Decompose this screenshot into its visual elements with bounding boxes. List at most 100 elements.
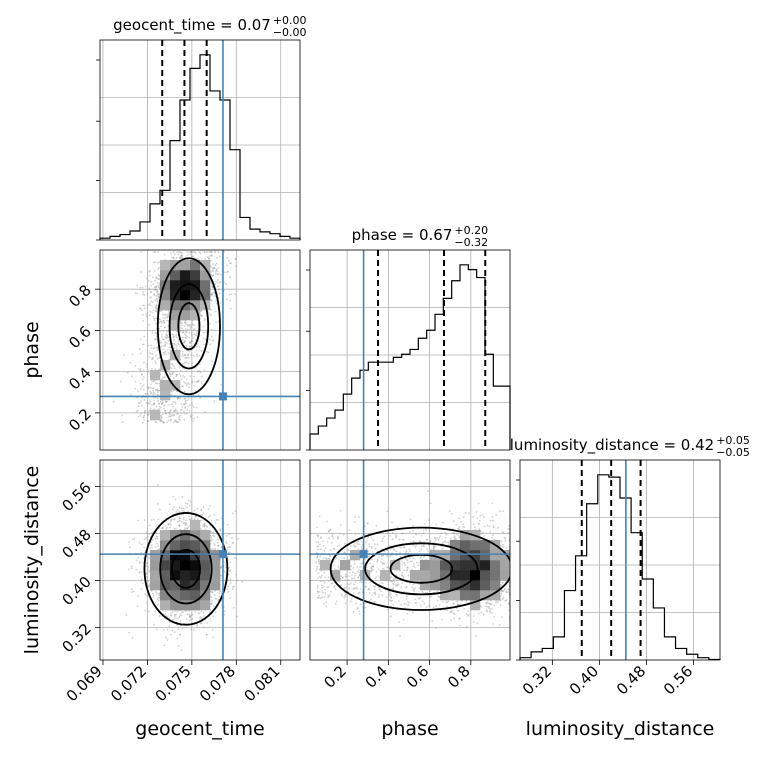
- sample-point: [212, 339, 214, 342]
- sample-point: [178, 506, 181, 509]
- sample-point: [188, 251, 191, 254]
- sample-point: [166, 334, 169, 337]
- sample-point: [200, 314, 203, 317]
- sample-point: [197, 342, 199, 345]
- sample-point: [190, 326, 192, 329]
- sample-point: [180, 257, 183, 260]
- sample-point: [165, 400, 168, 403]
- sample-point: [191, 334, 194, 337]
- sample-point: [181, 611, 183, 614]
- sample-point: [137, 405, 140, 408]
- sample-point: [231, 542, 234, 544]
- sample-point: [205, 331, 208, 334]
- sample-point: [182, 331, 185, 334]
- sample-point: [172, 336, 175, 339]
- sample-point: [165, 412, 168, 415]
- sample-point: [186, 323, 189, 326]
- sample-point: [181, 324, 184, 327]
- sample-point: [184, 407, 187, 409]
- panel-title: luminosity_distance = 0.42: [510, 436, 714, 455]
- sample-point: [160, 417, 163, 420]
- sample-point: [145, 565, 148, 567]
- sample-point: [151, 353, 154, 355]
- sample-point: [140, 578, 143, 580]
- sample-point: [151, 380, 154, 383]
- truth-point: [218, 392, 227, 401]
- sample-point: [181, 385, 183, 388]
- sample-point: [144, 609, 147, 612]
- sample-point: [182, 507, 185, 510]
- sample-point: [149, 386, 152, 389]
- sample-point: [207, 508, 210, 510]
- sample-point: [158, 294, 161, 297]
- sample-point: [155, 531, 158, 534]
- sample-point: [198, 363, 201, 366]
- sample-point: [156, 297, 158, 300]
- sample-point: [209, 251, 212, 253]
- sample-point: [145, 537, 147, 539]
- sample-point: [195, 406, 198, 409]
- sample-point: [167, 315, 170, 318]
- sample-point: [138, 560, 141, 563]
- sample-point: [191, 618, 194, 620]
- sample-point: [173, 338, 175, 341]
- sample-point: [210, 254, 213, 257]
- sample-point: [176, 509, 179, 512]
- sample-point: [224, 566, 227, 569]
- sample-point: [168, 415, 170, 418]
- sample-point: [210, 254, 213, 257]
- sample-point: [141, 343, 144, 346]
- diag-panel-geocent_time: geocent_time = 0.07 +0.00−0.00: [96, 14, 307, 241]
- sample-point: [182, 341, 185, 344]
- sample-point: [200, 375, 203, 378]
- sample-point: [225, 283, 228, 285]
- density-cell: [160, 270, 171, 281]
- sample-point: [212, 615, 214, 618]
- sample-point: [174, 410, 177, 412]
- sample-point: [158, 389, 161, 392]
- sample-point: [210, 531, 212, 533]
- sample-point: [181, 346, 183, 349]
- sample-point: [152, 393, 155, 396]
- sample-point: [183, 325, 186, 328]
- sample-point: [212, 267, 215, 269]
- sample-point: [149, 400, 152, 403]
- sample-point: [181, 256, 183, 259]
- sample-point: [175, 374, 178, 377]
- sample-point: [158, 382, 161, 385]
- sample-point: [188, 615, 191, 618]
- sample-point: [151, 404, 153, 406]
- sample-point: [187, 510, 190, 513]
- sample-point: [155, 337, 157, 340]
- sample-point: [227, 573, 230, 576]
- sample-point: [163, 326, 166, 329]
- sample-point: [174, 420, 176, 422]
- sample-point: [202, 506, 205, 509]
- sample-point: [184, 402, 187, 405]
- sample-point: [175, 336, 178, 339]
- sample-point: [179, 369, 182, 372]
- density-cell: [170, 300, 181, 311]
- sample-point: [156, 542, 158, 545]
- sample-point: [143, 361, 146, 364]
- sample-point: [208, 611, 211, 614]
- sample-point: [165, 314, 168, 316]
- sample-point: [131, 353, 134, 356]
- sample-point: [212, 274, 214, 277]
- sample-point: [153, 399, 156, 402]
- sample-point: [200, 617, 203, 619]
- sample-point: [139, 400, 142, 403]
- sample-point: [143, 538, 146, 541]
- sample-point: [147, 413, 150, 416]
- sample-point: [203, 369, 206, 371]
- sample-point: [138, 402, 141, 405]
- sample-point: [191, 255, 193, 258]
- sample-point: [151, 357, 154, 360]
- sample-point: [206, 256, 209, 259]
- sample-point: [138, 541, 141, 544]
- sample-point: [227, 546, 229, 549]
- sample-point: [168, 503, 171, 506]
- sample-point: [141, 286, 144, 289]
- sample-point: [229, 545, 232, 548]
- sample-point: [201, 315, 203, 317]
